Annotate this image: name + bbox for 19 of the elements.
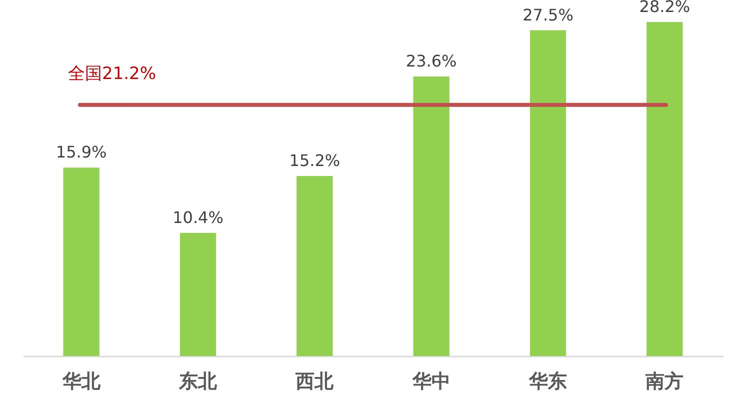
data-label: 10.4% xyxy=(172,208,224,227)
bar xyxy=(646,22,683,356)
ref-line-label: 全国21.2% xyxy=(68,64,156,84)
x-tick-label: 西北 xyxy=(294,370,335,392)
x-tick-label: 华中 xyxy=(411,370,450,392)
data-label: 27.5% xyxy=(522,5,574,24)
bar xyxy=(63,168,100,356)
data-label: 23.6% xyxy=(406,51,457,70)
data-label: 28.2% xyxy=(639,0,690,16)
x-tick-label: 华北 xyxy=(61,370,102,392)
data-label: 15.9% xyxy=(56,142,107,162)
bar xyxy=(180,232,216,356)
data-label: 15.2% xyxy=(289,150,340,170)
bar xyxy=(296,176,333,356)
x-tick-label: 南方 xyxy=(644,370,684,392)
x-tick-label: 华东 xyxy=(528,370,567,392)
x-tick-label: 东北 xyxy=(178,370,218,392)
bar xyxy=(530,30,566,356)
bar xyxy=(413,76,450,356)
